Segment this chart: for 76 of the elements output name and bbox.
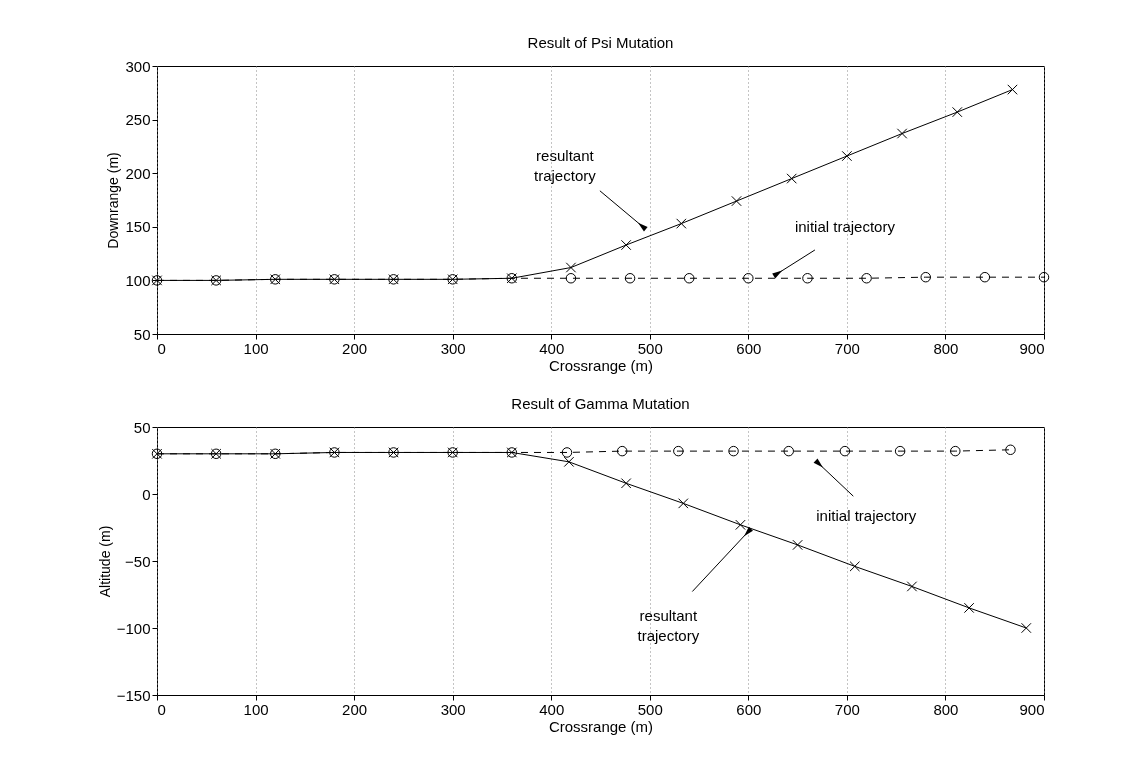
point xyxy=(735,519,746,531)
x-tick-label: 700 xyxy=(834,700,860,718)
y-axis-title: Altitude (m) xyxy=(96,525,113,598)
point xyxy=(849,561,861,572)
chart-title: Result of Gamma Mutation xyxy=(511,395,690,412)
y-axis-title: Downrange (m) xyxy=(105,152,122,249)
point xyxy=(1021,622,1032,634)
x-axis-title: Crossrange (m) xyxy=(548,717,654,735)
point xyxy=(1007,84,1018,95)
point xyxy=(620,239,632,251)
point xyxy=(616,445,628,457)
annotation: initial trajectory xyxy=(794,217,896,235)
x-tick-label: 800 xyxy=(933,339,959,357)
point xyxy=(561,447,573,458)
point xyxy=(728,445,739,457)
point xyxy=(565,262,577,273)
y-tick-label: 50 xyxy=(133,418,151,436)
point xyxy=(861,273,872,284)
x-tick-label: 800 xyxy=(933,700,959,718)
x-tick-label: 200 xyxy=(342,339,368,357)
point xyxy=(979,271,991,283)
point xyxy=(783,445,794,457)
point xyxy=(731,195,742,207)
x-tick-label: 500 xyxy=(637,700,663,718)
point xyxy=(792,539,803,551)
point xyxy=(841,150,853,162)
x-tick-label: 100 xyxy=(243,700,269,718)
y-tick-label: 0 xyxy=(142,485,151,503)
annotation: resultant trajectory xyxy=(534,146,597,184)
y-tick-label: −50 xyxy=(125,552,151,570)
y-tick-label: 100 xyxy=(125,271,151,289)
point xyxy=(678,498,689,509)
chart-title: Result of Psi Mutation xyxy=(527,34,674,51)
x-tick-label: 900 xyxy=(1019,700,1045,718)
x-tick-label: 200 xyxy=(342,700,368,718)
point xyxy=(839,445,851,457)
point xyxy=(1038,271,1050,283)
point xyxy=(676,218,687,229)
x-tick-label: 300 xyxy=(440,700,466,718)
x-tick-label: 300 xyxy=(440,339,466,357)
point xyxy=(743,273,754,284)
x-tick-label: 400 xyxy=(539,700,565,718)
point xyxy=(565,273,577,284)
point xyxy=(950,445,961,457)
point xyxy=(624,273,636,284)
point xyxy=(920,271,931,283)
y-tick-label: 50 xyxy=(133,325,151,343)
point xyxy=(673,445,684,457)
point xyxy=(906,581,918,592)
y-tick-label: 300 xyxy=(125,57,151,75)
point xyxy=(563,456,575,468)
y-tick-label: −100 xyxy=(116,619,151,637)
point xyxy=(786,173,797,184)
x-tick-label: 700 xyxy=(834,339,860,357)
y-tick-label: −150 xyxy=(116,686,151,704)
y-tick-label: 200 xyxy=(125,164,151,182)
point xyxy=(802,273,813,284)
point xyxy=(894,445,906,457)
point xyxy=(620,478,632,489)
point xyxy=(683,273,695,284)
y-tick-label: 250 xyxy=(125,111,151,129)
y-tick-label: 150 xyxy=(125,218,151,236)
point xyxy=(896,128,908,139)
annotation: initial trajectory xyxy=(816,507,917,525)
x-tick-label: 500 xyxy=(637,339,663,357)
x-tick-label: 0 xyxy=(157,700,166,718)
x-tick-label: 600 xyxy=(736,339,762,357)
point xyxy=(952,106,963,118)
point xyxy=(1005,444,1016,456)
x-axis-title: Crossrange (m) xyxy=(548,356,654,374)
x-tick-label: 900 xyxy=(1019,339,1045,357)
x-tick-label: 600 xyxy=(736,700,762,718)
annotation: resultant trajectory xyxy=(637,606,700,644)
x-tick-label: 0 xyxy=(157,339,166,357)
x-tick-label: 400 xyxy=(539,339,565,357)
x-tick-label: 100 xyxy=(243,339,269,357)
